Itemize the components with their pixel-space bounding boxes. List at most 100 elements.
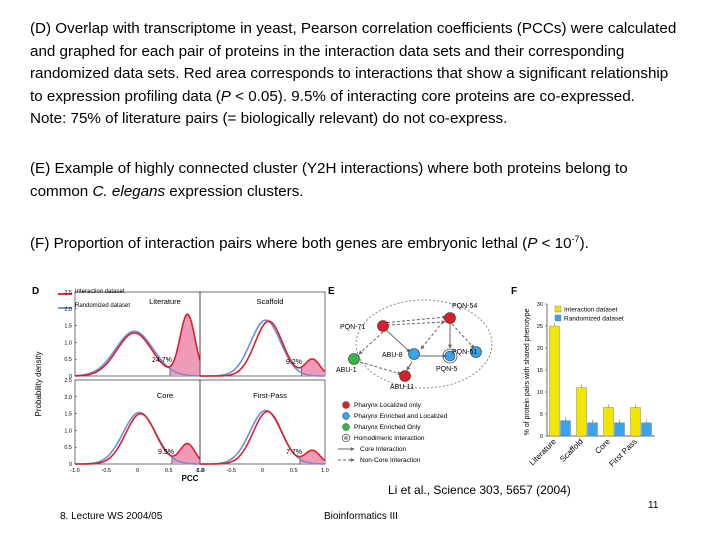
x-tick-label: 0 [136, 468, 139, 474]
node-label: ABU-11 [390, 384, 414, 391]
paragraph-e: (E) Example of highly connected cluster … [30, 158, 700, 203]
network-edges [358, 315, 475, 375]
network-node-pqn-71 [377, 320, 389, 332]
text-span: (F) Proportion of interaction pairs wher… [30, 235, 528, 253]
legend-label: Interaction dataset [564, 307, 618, 314]
subplot-frame [199, 291, 326, 377]
text-span: < 10 [537, 235, 572, 253]
panel-letter-e: E [328, 286, 335, 297]
subplot-title: Core [157, 391, 173, 400]
italic-p: P [220, 87, 231, 105]
text-span: expression clusters. [165, 182, 304, 200]
x-tick-label: -0.5 [227, 468, 236, 474]
legend-label: Pharynx Localized only [354, 402, 422, 409]
x-tick-label: 0.5 [165, 468, 173, 474]
bar [614, 422, 625, 437]
x-tick-label: -1.0 [195, 468, 204, 474]
randomized-curve [75, 411, 201, 465]
network-node-abu-8 [408, 348, 420, 360]
y-tick-label: 0 [69, 462, 72, 468]
x-tick-label: 1.0 [196, 468, 204, 474]
italic-species: C. elegans [92, 182, 166, 200]
significant-area [170, 314, 200, 376]
subplot-title: Scaffold [257, 297, 284, 306]
category-label: Scaffold [558, 437, 585, 464]
network-node-pqn-54 [444, 312, 456, 324]
axis-label-y: Probability density [34, 352, 43, 417]
y-tick-label: 5 [540, 412, 543, 418]
legend-label: Non-Core Interaction [360, 457, 421, 464]
edge [386, 320, 446, 326]
edge [381, 315, 447, 324]
subplot-percent: 9.5% [158, 449, 174, 456]
category-label: First Pass [607, 437, 639, 469]
edge [359, 361, 402, 375]
y-tick-label: 20 [537, 346, 543, 352]
subplot-percent: 7.7% [286, 449, 302, 456]
y-tick-label: 1.0 [64, 428, 72, 434]
network-node-pqn-51 [470, 346, 482, 358]
y-tick-label: 0 [69, 374, 72, 380]
subplot-title: Literature [149, 297, 181, 306]
paragraph-f-line: (F) Proportion of interaction pairs wher… [30, 228, 700, 256]
category-label: Literature [528, 437, 559, 468]
node-label: ABU-1 [336, 367, 357, 374]
legend-swatch-homodimeric-core [344, 436, 348, 440]
homodimeric-ring [442, 348, 458, 364]
interaction-curve [200, 410, 326, 465]
footer-course: Bioinformatics III [324, 511, 398, 522]
interaction-curve [200, 320, 326, 377]
bar [549, 325, 560, 437]
text-span: common [30, 182, 93, 200]
axis-label-x: PCC [182, 474, 199, 483]
y-tick-label: 25 [537, 324, 543, 330]
panel-letter-f: F [511, 286, 517, 297]
superscript: -7 [571, 234, 580, 244]
node-label: PQN-54 [452, 303, 477, 310]
x-tick-label: -0.5 [102, 468, 111, 474]
subplot-frame [199, 379, 326, 465]
bar [603, 407, 614, 437]
x-tick-label: 0 [261, 468, 264, 474]
axis-label-y: % of protein pairs with shared phenotype [524, 308, 531, 435]
cluster-outline [355, 299, 493, 389]
legend-swatch-enriched-localized [342, 412, 350, 420]
subplot-percent: 9.2% [286, 359, 302, 366]
legend-label: Pharynx Enriched and Localized [354, 413, 448, 420]
legend-swatch [554, 314, 562, 322]
paragraph-d-line: randomized data sets. Red area correspon… [30, 65, 669, 82]
y-tick-label: 2.5 [64, 290, 72, 296]
text-span: to expression profiling data ( [30, 87, 221, 105]
legend-label: Randomized dataset [75, 303, 130, 309]
paragraph-d-line: to expression profiling data (P < 0.05).… [30, 86, 700, 109]
legend-swatch-enriched-only [342, 423, 350, 431]
legend-label: Homodimeric Interaction [354, 435, 425, 442]
y-tick-label: 0 [540, 434, 543, 440]
bar [576, 387, 587, 437]
y-tick-label: 2.5 [64, 378, 72, 384]
footer-lecture: 8. Lecture WS 2004/05 [60, 511, 163, 522]
edge [406, 361, 413, 371]
paragraph-d-line: and graphed for each pair of proteins in… [30, 42, 625, 60]
interaction-curve [75, 413, 201, 465]
page-number: 11 [648, 500, 659, 511]
network-node-abu-11 [399, 370, 411, 382]
y-tick-label: 0.5 [64, 445, 72, 451]
x-tick-label: 1.0 [321, 468, 329, 474]
paragraph-f: (F) Proportion of interaction pairs wher… [30, 228, 700, 256]
y-tick-label: 10 [537, 390, 543, 396]
y-tick-label: 2.0 [64, 307, 72, 313]
y-tick-label: 30 [537, 302, 543, 308]
subplot-title: First-Pass [253, 391, 287, 400]
paragraph-e-line: (E) Example of highly connected cluster … [30, 160, 628, 177]
y-tick-label: 15 [537, 368, 543, 374]
node-label: PQN-5 [436, 366, 458, 373]
italic-p: P [527, 235, 538, 253]
network-node-abu-1 [348, 353, 360, 365]
paragraph-d-line: (D) Overlap with transcriptome in yeast,… [30, 20, 677, 37]
node-label: ABU-8 [382, 352, 403, 359]
bar [587, 422, 598, 437]
category-label: Core [593, 437, 612, 456]
y-tick-label: 1.5 [64, 412, 72, 418]
panel-letter-d: D [32, 286, 39, 297]
